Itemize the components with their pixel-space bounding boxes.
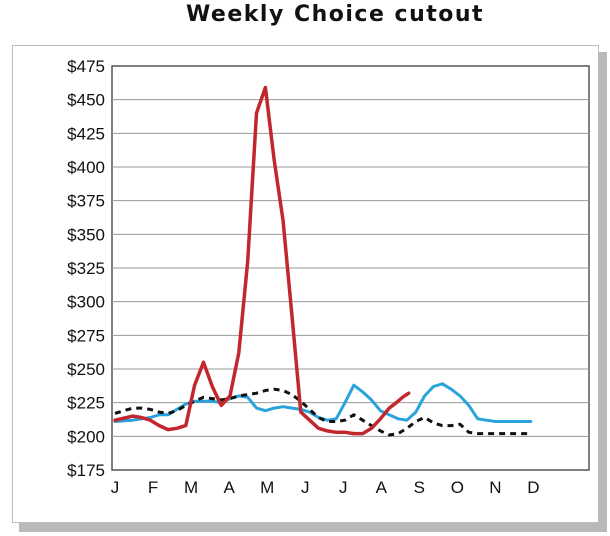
x-tick-label: O — [451, 478, 464, 497]
series-lines — [113, 85, 533, 437]
x-tick-label: J — [111, 478, 120, 497]
y-tick-label: $450 — [67, 91, 105, 110]
x-tick-label: J — [339, 478, 348, 497]
grid-lines — [112, 99, 589, 437]
y-tick-label: $200 — [67, 427, 105, 446]
x-tick-label: D — [527, 478, 539, 497]
series-line — [114, 387, 531, 437]
x-tick-label: A — [223, 478, 235, 497]
x-tick-label: N — [489, 478, 501, 497]
chart-card: $175 $200 $225 $250 $275 $300 $325 $350 $375 $400… — [12, 45, 599, 523]
y-tick-label: $275 — [67, 326, 105, 345]
series-line — [113, 382, 533, 423]
y-axis-ticks: $175 $200 $225 $250 $275 $300 $325 $350 $375 $400… — [67, 57, 105, 480]
x-tick-label: A — [376, 478, 388, 497]
y-tick-label: $475 — [67, 57, 105, 76]
y-tick-label: $400 — [67, 158, 105, 177]
x-tick-label: M — [184, 478, 198, 497]
y-tick-label: $250 — [67, 360, 105, 379]
chart-title: Weekly Choice cutout — [185, 2, 485, 27]
x-tick-label: J — [301, 478, 310, 497]
y-tick-label: $425 — [67, 124, 105, 143]
x-tick-label: S — [414, 478, 425, 497]
x-tick-label: M — [260, 478, 274, 497]
y-tick-label: $225 — [67, 394, 105, 413]
y-tick-label: $375 — [67, 192, 105, 211]
y-tick-label: $300 — [67, 293, 105, 312]
x-tick-label: F — [148, 478, 158, 497]
y-tick-label: $350 — [67, 225, 105, 244]
y-tick-label: $175 — [67, 461, 105, 480]
line-chart: $175 $200 $225 $250 $275 $300 $325 $350 $375 $400… — [67, 57, 590, 497]
series-line — [113, 85, 411, 436]
y-tick-label: $325 — [67, 259, 105, 278]
